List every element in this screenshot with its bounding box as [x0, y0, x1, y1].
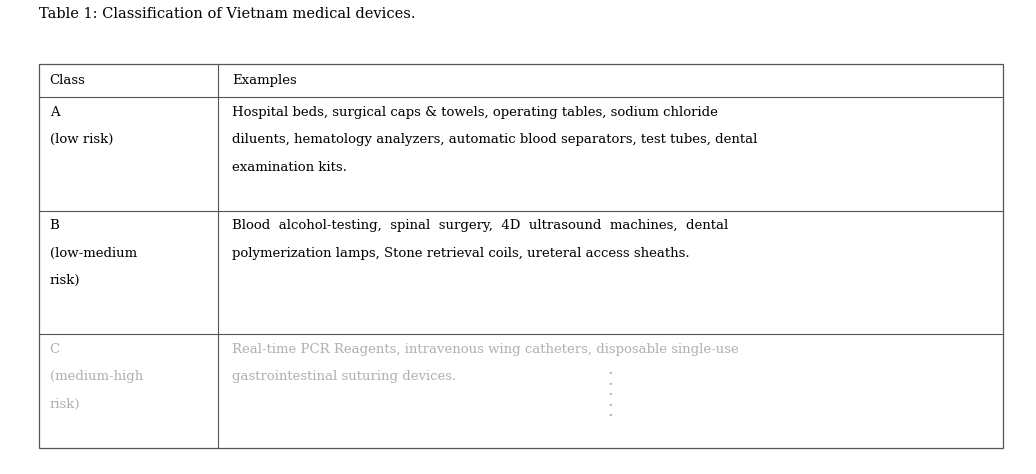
Text: ·: · [607, 397, 613, 415]
Text: risk): risk) [50, 398, 80, 410]
Text: polymerization lamps, Stone retrieval coils, ureteral access sheaths.: polymerization lamps, Stone retrieval co… [232, 247, 690, 260]
Text: diluents, hematology analyzers, automatic blood separators, test tubes, dental: diluents, hematology analyzers, automati… [232, 133, 757, 146]
Bar [39, 64, 1003, 448]
Text: B: B [50, 219, 59, 232]
Text: Examples: Examples [232, 74, 296, 87]
Text: ·: · [607, 376, 613, 394]
Text: C: C [50, 343, 60, 356]
Text: gastrointestinal suturing devices.: gastrointestinal suturing devices. [232, 370, 456, 383]
Text: Class: Class [50, 74, 86, 87]
Text: A: A [50, 106, 59, 118]
Text: Table 1: Classification of Vietnam medical devices.: Table 1: Classification of Vietnam medic… [39, 7, 415, 21]
Text: ·: · [607, 407, 613, 425]
Text: risk): risk) [50, 274, 80, 287]
Text: (low-medium: (low-medium [50, 247, 137, 260]
Text: ·: · [607, 386, 613, 404]
Text: examination kits.: examination kits. [232, 161, 347, 173]
Text: Real-time PCR Reagents, intravenous wing catheters, disposable single-use: Real-time PCR Reagents, intravenous wing… [232, 343, 739, 356]
Text: Blood  alcohol-testing,  spinal  surgery,  4D  ultrasound  machines,  dental: Blood alcohol-testing, spinal surgery, 4… [232, 219, 728, 232]
Text: ·: · [607, 365, 613, 383]
Text: Hospital beds, surgical caps & towels, operating tables, sodium chloride: Hospital beds, surgical caps & towels, o… [232, 106, 718, 118]
Text: (medium-high: (medium-high [50, 370, 143, 383]
Text: (low risk): (low risk) [50, 133, 113, 146]
